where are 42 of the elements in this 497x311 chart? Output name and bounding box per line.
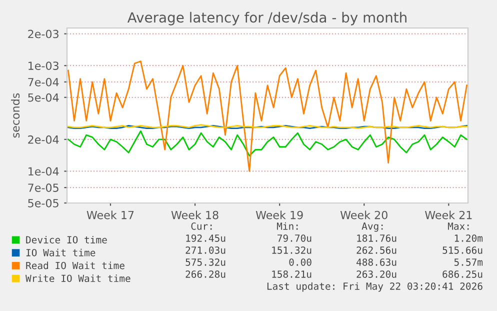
- line-series: [68, 60, 468, 172]
- text: 192.45u: [186, 234, 226, 242]
- x-tick-label: Week 17: [86, 210, 134, 220]
- text: 271.03u: [186, 246, 226, 254]
- text: 0.00: [289, 258, 312, 266]
- text: Avg:: [362, 222, 383, 232]
- text: Max:: [448, 222, 469, 230]
- text: 181.76u: [357, 234, 396, 242]
- text: Min:: [276, 222, 298, 230]
- y-axis-title: seconds: [11, 93, 20, 138]
- y-tick-label: 7e-05: [28, 184, 58, 192]
- legend-label: Read IO Wait time: [26, 262, 124, 270]
- legend-label: Write IO Wait time: [26, 274, 130, 282]
- text: Last update: Fri May 22 03:20:41 2026: [267, 282, 482, 292]
- text: Cur:: [191, 222, 212, 230]
- y-tick-label: 5e-04: [28, 93, 59, 102]
- x-tick-label: Week 19: [256, 210, 303, 220]
- text: 79.70u: [278, 234, 312, 242]
- line-series: [68, 130, 468, 156]
- text: 488.63u: [356, 258, 396, 266]
- legend-label: Device IO time: [26, 236, 107, 244]
- text: 158.21u: [272, 270, 312, 278]
- text: 151.32u: [272, 246, 312, 254]
- y-tick-label: 5e-05: [28, 198, 58, 208]
- x-tick-label: Week 18: [171, 210, 218, 220]
- text: 575.32u: [186, 258, 226, 266]
- text: 515.66u: [442, 246, 482, 254]
- text: 263.20u: [356, 270, 396, 278]
- x-tick-label: Week 20: [340, 210, 388, 220]
- y-tick-label: 2e-04: [28, 135, 59, 144]
- x-tick-label: Week 21: [424, 210, 472, 220]
- text: 5.57m: [454, 258, 483, 266]
- y-tick-label: 1e-03: [28, 62, 58, 70]
- text: 266.28u: [186, 270, 226, 278]
- text: 1.20m: [454, 234, 483, 242]
- chart-title: Average latency for /dev/sda - by month: [127, 12, 406, 26]
- y-tick-label: 7e-04: [28, 78, 59, 86]
- y-tick-label: 1e-04: [28, 167, 59, 176]
- text: 262.56u: [356, 246, 396, 254]
- text: 686.25u: [442, 270, 482, 278]
- legend-label: IO Wait time: [26, 248, 96, 256]
- y-tick-label: 2e-03: [28, 30, 58, 38]
